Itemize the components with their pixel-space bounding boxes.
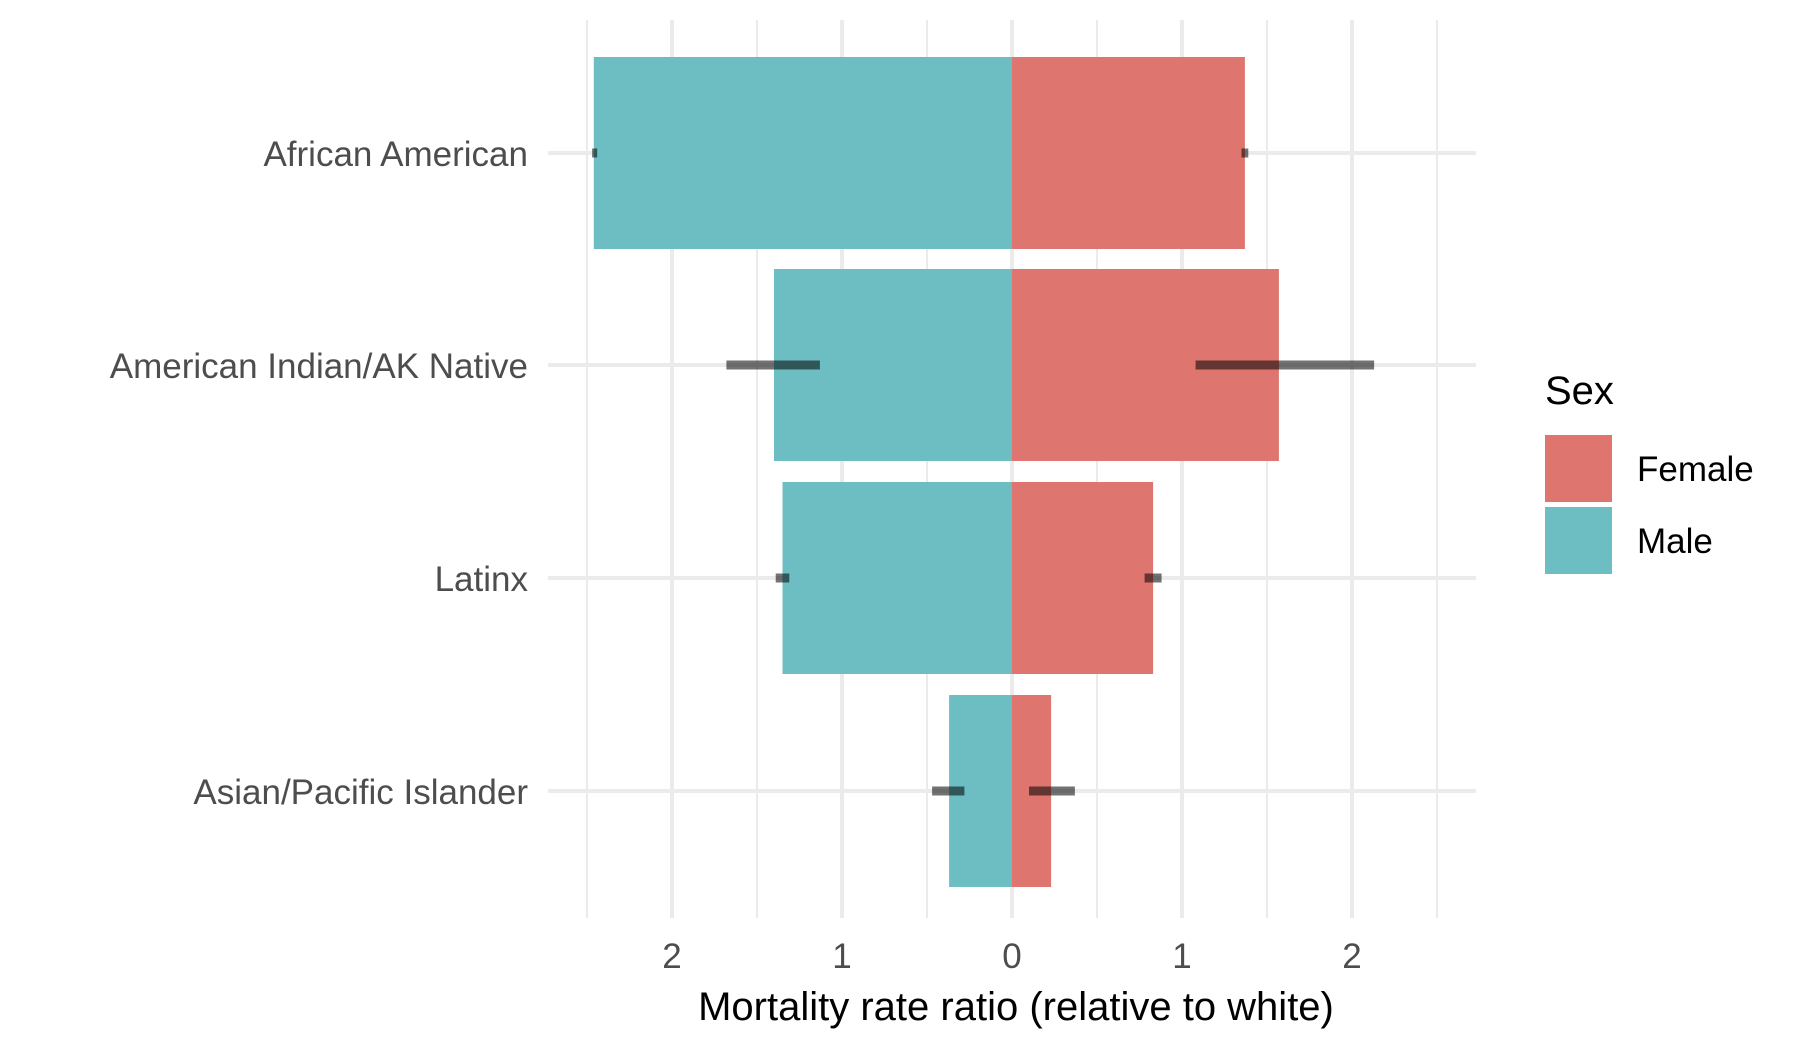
y-tick-label: African American — [263, 135, 528, 174]
confidence-intervals — [592, 148, 1375, 796]
y-tick-label: American Indian/AK Native — [110, 347, 528, 386]
y-axis-tick-labels: African American American Indian/AK Nativ… — [110, 135, 529, 812]
bars — [593, 57, 1279, 887]
y-tick-label: Asian/Pacific Islander — [193, 773, 528, 812]
legend-key-male — [1545, 507, 1612, 574]
x-axis-title: Mortality rate ratio (relative to white) — [698, 985, 1334, 1029]
x-tick-label: 0 — [1002, 937, 1021, 976]
bar-male — [593, 57, 1012, 249]
legend-label: Female — [1637, 450, 1754, 489]
x-tick-label: 1 — [1172, 937, 1191, 976]
legend: Sex Female Male — [1545, 369, 1754, 574]
x-tick-label: 1 — [832, 937, 851, 976]
x-axis-tick-labels: 2 1 0 1 2 — [662, 937, 1361, 976]
bar-female — [1012, 57, 1245, 249]
legend-label: Male — [1637, 522, 1713, 561]
x-tick-label: 2 — [1342, 937, 1361, 976]
y-tick-label: Latinx — [435, 560, 529, 599]
x-tick-label: 2 — [662, 937, 681, 976]
bar-male — [782, 482, 1012, 674]
bar-female — [1012, 482, 1154, 674]
legend-title: Sex — [1545, 369, 1614, 413]
legend-key-female — [1545, 435, 1612, 502]
